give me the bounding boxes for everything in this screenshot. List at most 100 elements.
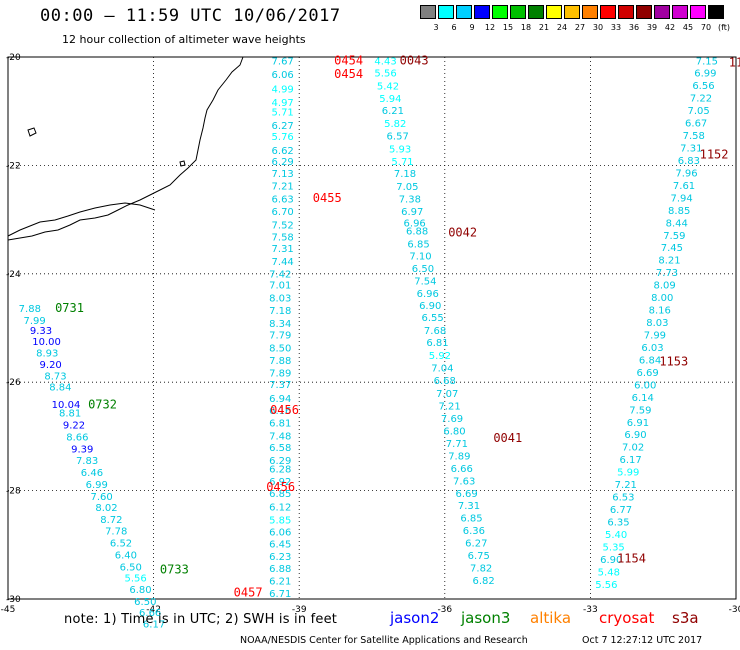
time-label: 0454 [334,67,363,81]
swh-value: 7.54 [414,276,436,287]
swh-value: 7.37 [269,380,291,391]
swh-value: 6.63 [272,194,294,205]
swh-value: 10.00 [32,337,61,348]
time-label: 1153 [659,355,688,369]
swh-value: 5.92 [429,351,451,362]
scale-label: 45 [682,23,694,32]
swh-value: 6.36 [463,526,485,537]
swh-value: 8.34 [269,319,291,330]
swh-value: 6.56 [692,81,714,92]
swh-value: 6.53 [612,493,634,504]
time-label: 0041 [493,431,522,445]
swh-value: 7.68 [424,326,446,337]
scale-swatch [564,5,580,19]
swh-value: 9.22 [63,420,85,431]
swh-value: 8.03 [269,294,291,305]
swh-value: 6.16 [269,406,291,417]
swh-value: 6.90 [600,555,622,566]
swh-value: 4.99 [272,84,294,95]
scale-swatch [510,5,526,19]
swh-value: 6.29 [272,157,294,168]
scale-swatch [690,5,706,19]
island [179,160,186,167]
swh-value: 8.21 [658,256,680,267]
swh-value: 5.42 [377,82,399,93]
scale-label: 18 [520,23,532,32]
time-label: 0731 [55,301,84,315]
swh-value: 7.67 [272,56,294,67]
swh-value: 7.89 [448,451,470,462]
scale-label: 30 [592,23,604,32]
x-tick-label: -39 [292,605,307,615]
swh-value: 7.22 [690,94,712,105]
swh-value: 8.73 [44,372,66,383]
scale-label: 42 [664,23,676,32]
swh-value: 7.89 [269,368,291,379]
swh-value: 6.50 [120,562,142,573]
swh-value: 7.73 [656,268,678,279]
swh-value: 6.71 [269,589,291,600]
chart-title: 00:00 – 11:59 UTC 10/06/2017 [40,6,341,26]
x-tick-label: -33 [583,605,598,615]
swh-value: 6.81 [269,418,291,429]
swh-value: 8.44 [666,218,688,229]
swh-value: 5.56 [595,580,617,591]
swh-value: 6.57 [387,132,409,143]
swh-value: 6.66 [451,464,473,475]
swh-value: 6.77 [610,505,632,516]
swh-value: 7.58 [272,232,294,243]
x-tick-label: -30 [729,605,740,615]
swh-value: 6.50 [412,264,434,275]
swh-value: 6.90 [624,430,646,441]
y-tick-label: -22 [6,161,21,171]
scale-swatch [618,5,634,19]
swh-value: 5.94 [379,94,401,105]
x-tick-label: -36 [437,605,452,615]
swh-value: 6.80 [129,585,151,596]
swh-value: 6.17 [620,455,642,466]
swh-value: 8.93 [36,348,58,359]
swh-value: 6.82 [472,576,494,587]
swh-value: 7.71 [446,439,468,450]
swh-value: 6.99 [86,480,108,491]
swh-value: 6.14 [632,393,654,404]
swh-value: 7.59 [663,231,685,242]
swh-value: 7.94 [670,193,692,204]
swh-value: 10.04 [52,400,81,411]
scale-label: 36 [628,23,640,32]
time-label: 0455 [313,191,342,205]
swh-value: 7.15 [696,56,718,67]
swh-value: 7.48 [269,431,291,442]
swh-value: 6.85 [407,239,429,250]
x-tick-label: -42 [146,605,161,615]
scale-label: 3 [433,23,439,32]
scale-label: 21 [538,23,550,32]
time-label: 0043 [400,53,429,67]
swh-value: 7.99 [24,316,46,327]
swh-value: 8.03 [646,318,668,329]
swh-value: 8.66 [66,432,88,443]
scale-label: (ft) [717,23,731,32]
scale-swatch [438,5,454,19]
swh-value: 7.21 [615,480,637,491]
swh-value: 6.70 [272,207,294,218]
swh-value: 6.55 [422,313,444,324]
scale-swatch [654,5,670,19]
swh-value: 6.35 [607,517,629,528]
swh-value: 6.03 [641,343,663,354]
swh-value: 7.78 [105,527,127,538]
y-tick-label: -24 [6,270,21,280]
time-label: 0042 [448,226,477,240]
swh-value: 6.00 [634,380,656,391]
swh-value: 6.45 [269,540,291,551]
legend-jason3: jason3 [461,609,511,627]
swh-value: 7.38 [399,194,421,205]
island [27,127,37,137]
swh-value: 7.18 [394,169,416,180]
legend-altika: altika [530,609,572,627]
scale-label: 12 [484,23,496,32]
swh-value: 6.97 [401,207,423,218]
swh-value: 5.56 [124,573,146,584]
legend-s3a: s3a [672,609,699,627]
scale-swatch [474,5,490,19]
